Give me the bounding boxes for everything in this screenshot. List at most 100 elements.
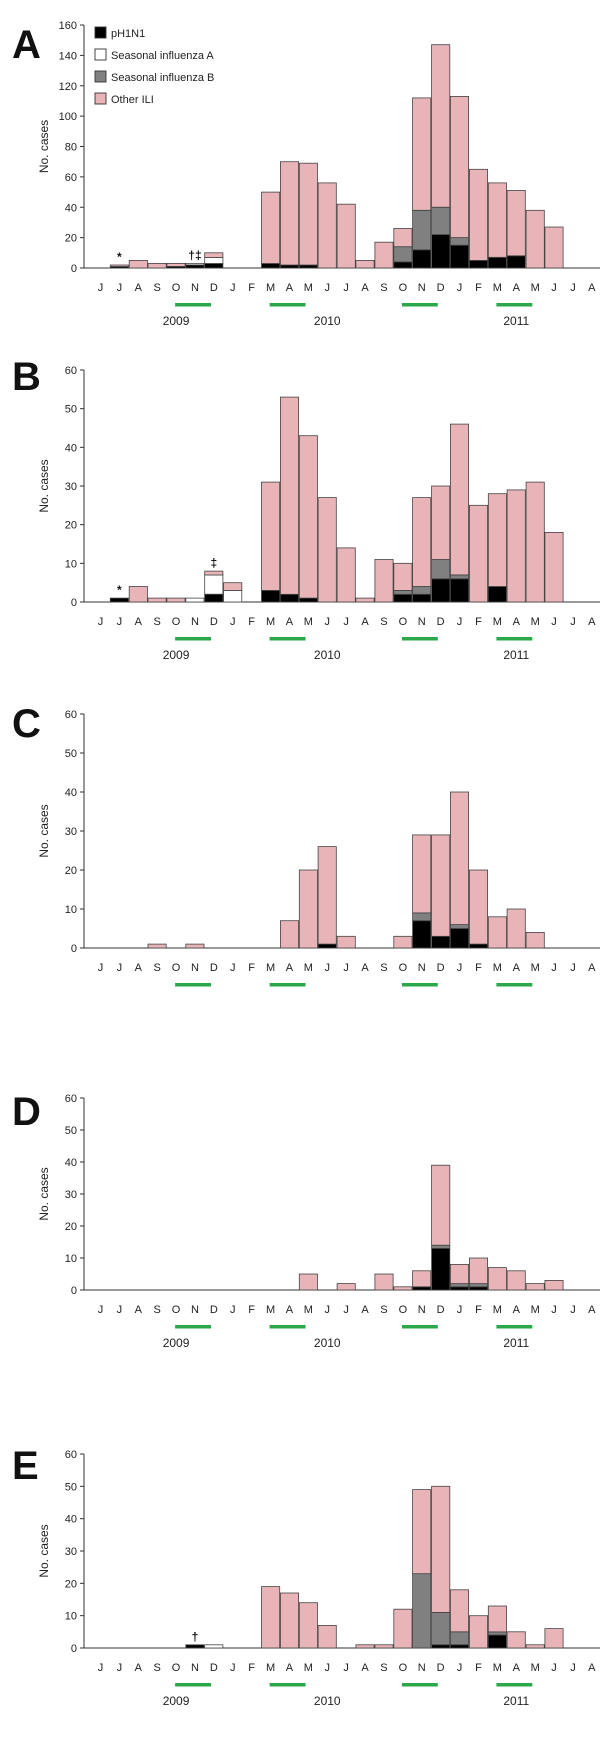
month-label: N bbox=[418, 282, 426, 294]
bar-seasonal-influenza-b bbox=[393, 246, 413, 263]
month-label: N bbox=[418, 962, 426, 974]
y-tick-label: 0 bbox=[71, 943, 77, 955]
month-label: O bbox=[399, 616, 408, 628]
y-tick-label: 140 bbox=[59, 50, 77, 62]
bar-seasonal-influenza-b bbox=[449, 924, 469, 929]
y-tick-label: 20 bbox=[65, 1578, 77, 1590]
month-label: J bbox=[230, 616, 236, 628]
bar-other-ili bbox=[109, 264, 129, 267]
bar-seasonal-influenza-a bbox=[204, 256, 224, 264]
bar-other-ili bbox=[185, 943, 205, 949]
bar-ph1n1 bbox=[449, 578, 469, 603]
month-label: A bbox=[588, 962, 596, 974]
y-tick-label: 0 bbox=[71, 597, 77, 609]
bar-other-ili bbox=[317, 846, 337, 945]
month-label: J bbox=[570, 962, 576, 974]
month-label: D bbox=[437, 282, 445, 294]
bar-other-ili bbox=[279, 161, 299, 266]
y-tick-label: 30 bbox=[65, 1546, 77, 1558]
year-label: 2009 bbox=[163, 1336, 190, 1350]
bar-ph1n1 bbox=[109, 597, 129, 603]
season-bar bbox=[269, 983, 306, 987]
bar-other-ili bbox=[525, 481, 545, 603]
month-label: J bbox=[551, 962, 557, 974]
bar-other-ili bbox=[506, 908, 526, 949]
bar-seasonal-influenza-b bbox=[449, 237, 469, 246]
y-tick-label: 10 bbox=[65, 904, 77, 916]
month-label: M bbox=[266, 1662, 275, 1674]
bar-other-ili bbox=[544, 1280, 564, 1291]
bar-other-ili bbox=[147, 262, 167, 269]
bar-ph1n1 bbox=[449, 244, 469, 269]
month-label: O bbox=[399, 282, 408, 294]
month-label: M bbox=[493, 1304, 502, 1316]
month-label: A bbox=[513, 282, 521, 294]
bar-other-ili bbox=[487, 182, 507, 258]
bar-other-ili bbox=[317, 1625, 337, 1649]
bar-other-ili bbox=[147, 597, 167, 603]
bar-other-ili bbox=[525, 209, 545, 269]
bar-other-ili bbox=[412, 497, 432, 587]
y-tick-label: 40 bbox=[65, 442, 77, 454]
bar-ph1n1 bbox=[449, 1286, 469, 1291]
bar-other-ili bbox=[204, 252, 224, 258]
month-label: J bbox=[230, 1662, 236, 1674]
bar-ph1n1 bbox=[204, 262, 224, 269]
month-label: A bbox=[135, 1304, 143, 1316]
month-label: J bbox=[325, 616, 331, 628]
y-tick-label: 0 bbox=[71, 263, 77, 275]
month-label: J bbox=[230, 962, 236, 974]
bar-other-ili bbox=[449, 1264, 469, 1285]
season-bar bbox=[401, 637, 438, 641]
month-label: J bbox=[551, 282, 557, 294]
month-label: F bbox=[475, 282, 482, 294]
bar-other-ili bbox=[506, 489, 526, 603]
bar-other-ili bbox=[374, 1273, 394, 1291]
bar-other-ili bbox=[506, 1631, 526, 1649]
month-label: F bbox=[475, 1304, 482, 1316]
bar-other-ili bbox=[393, 1286, 413, 1291]
y-tick-label: 50 bbox=[65, 1481, 77, 1493]
month-label: A bbox=[286, 1662, 294, 1674]
bar-other-ili bbox=[431, 834, 451, 937]
y-tick-label: 40 bbox=[65, 202, 77, 214]
bar-other-ili bbox=[336, 203, 356, 269]
year-label: 2011 bbox=[503, 1694, 529, 1708]
month-label: N bbox=[191, 1662, 199, 1674]
month-label: J bbox=[325, 282, 331, 294]
y-tick-label: 10 bbox=[65, 558, 77, 570]
month-label: J bbox=[343, 962, 349, 974]
month-label: O bbox=[172, 962, 181, 974]
month-label: F bbox=[248, 616, 255, 628]
month-label: S bbox=[380, 1304, 387, 1316]
month-label: M bbox=[531, 282, 540, 294]
bar-other-ili bbox=[166, 262, 186, 267]
month-label: J bbox=[343, 282, 349, 294]
y-tick-label: 50 bbox=[65, 404, 77, 416]
year-label: 2011 bbox=[503, 1336, 529, 1350]
month-label: J bbox=[343, 1662, 349, 1674]
y-tick-label: 80 bbox=[65, 142, 77, 154]
bar-other-ili bbox=[487, 916, 507, 949]
bar-other-ili bbox=[393, 1608, 413, 1649]
bar-other-ili bbox=[412, 1270, 432, 1288]
bar-other-ili bbox=[336, 1283, 356, 1291]
bar-seasonal-influenza-b bbox=[449, 1631, 469, 1646]
bar-ph1n1 bbox=[261, 590, 281, 603]
month-label: M bbox=[266, 282, 275, 294]
panel-letter: A bbox=[12, 23, 41, 67]
season-bar bbox=[401, 1325, 438, 1329]
month-label: J bbox=[457, 616, 463, 628]
legend-swatch bbox=[94, 70, 107, 83]
y-tick-label: 60 bbox=[65, 1449, 77, 1461]
month-label: M bbox=[266, 1304, 275, 1316]
month-label: D bbox=[210, 1304, 218, 1316]
y-tick-label: 30 bbox=[65, 481, 77, 493]
bar-other-ili bbox=[261, 191, 281, 264]
month-label: J bbox=[230, 1304, 236, 1316]
year-label: 2009 bbox=[163, 1694, 190, 1708]
month-label: N bbox=[418, 1662, 426, 1674]
month-label: O bbox=[399, 1662, 408, 1674]
bar-other-ili bbox=[261, 1586, 281, 1649]
